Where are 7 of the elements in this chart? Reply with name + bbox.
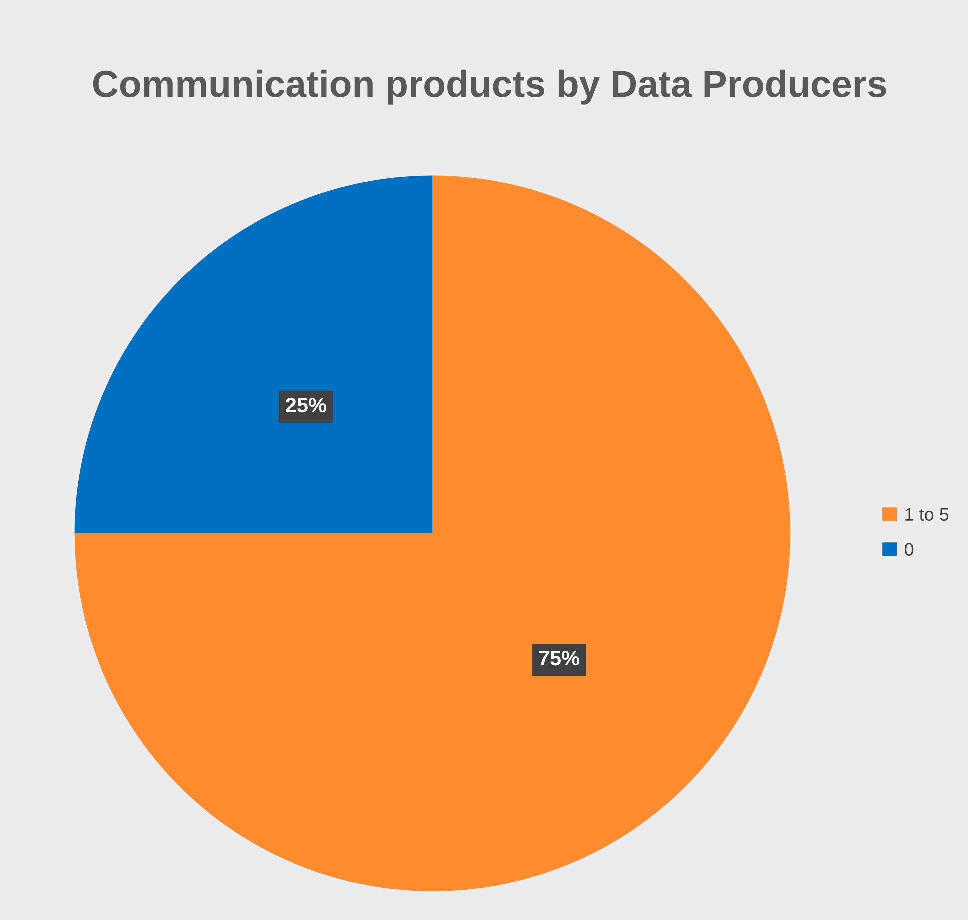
pie-slice bbox=[74, 176, 433, 534]
legend-label: 0 bbox=[904, 543, 914, 556]
chart-title: Communication products by Data Producers bbox=[93, 70, 886, 105]
legend-label: 1 to 5 bbox=[906, 508, 949, 522]
data-label: 75% bbox=[539, 651, 580, 666]
pie-slice bbox=[74, 176, 791, 892]
data-label: 25% bbox=[286, 398, 326, 413]
